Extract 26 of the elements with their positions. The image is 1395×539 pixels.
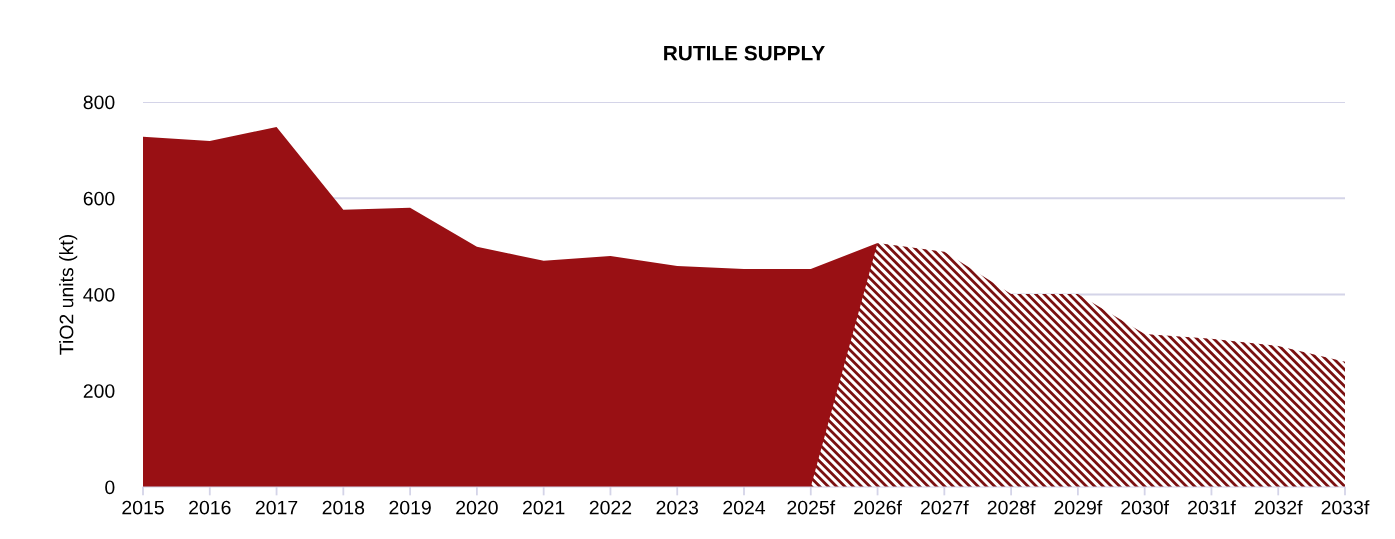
x-tick-label: 2015: [122, 500, 164, 515]
x-tick-label: 2016: [189, 500, 231, 515]
x-tick-label: 2033f: [1321, 500, 1370, 515]
x-tick-label: 2025f: [787, 500, 836, 515]
x-tick-label: 2019: [389, 500, 431, 515]
x-tick-label: 2021: [523, 500, 565, 515]
x-tick-label: 2027f: [920, 500, 969, 515]
x-tick-label: 2031f: [1188, 500, 1236, 515]
x-tick-label: 2023: [656, 500, 698, 515]
x-tick-label: 2024: [723, 500, 766, 515]
y-tick-label: 200: [83, 384, 115, 398]
x-tick-label: 2017: [255, 500, 298, 515]
x-tick-label: 2032f: [1254, 500, 1303, 515]
x-tick-label: 2026f: [854, 500, 902, 515]
y-axis-title: TiO2 units (kt): [59, 235, 78, 355]
y-tick-label: 600: [83, 191, 115, 206]
chart-title: RUTILE SUPPLY: [664, 45, 825, 61]
x-tick-label: 2022: [589, 500, 632, 515]
x-tick-label: 2029f: [1054, 500, 1103, 515]
x-tick-label: 2018: [322, 500, 365, 515]
y-tick-label: 0: [105, 480, 115, 495]
x-tick-label: 2020: [456, 500, 498, 515]
y-tick-label: 400: [83, 287, 115, 302]
y-tick-label: 800: [83, 95, 115, 110]
x-tick-label: 2028f: [987, 500, 1036, 515]
x-tick-label: 2030f: [1121, 500, 1170, 515]
